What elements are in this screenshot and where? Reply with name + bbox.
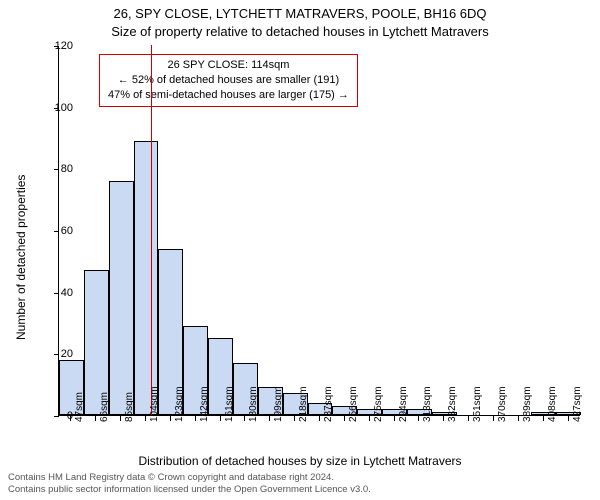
x-tick-label: 66sqm [99,392,110,422]
x-tick-label: 47sqm [74,392,85,422]
y-tick-label: 60 [43,225,73,237]
x-tick-mark [145,416,146,421]
x-tick-label: 161sqm [224,386,235,422]
y-tick-label: 80 [43,163,73,175]
x-tick-label: 427sqm [572,386,583,422]
x-tick-mark [493,416,494,421]
footer-line1: Contains HM Land Registry data © Crown c… [8,472,371,484]
chart-title-line1: 26, SPY CLOSE, LYTCHETT MATRAVERS, POOLE… [0,6,600,21]
x-tick-mark [120,416,121,421]
x-tick-label: 275sqm [373,386,384,422]
x-tick-label: 313sqm [422,386,433,422]
x-tick-label: 199sqm [273,386,284,422]
x-tick-label: 370sqm [497,386,508,422]
x-tick-mark [269,416,270,421]
x-tick-mark [418,416,419,421]
x-tick-label: 294sqm [398,386,409,422]
x-tick-mark [443,416,444,421]
x-tick-label: 123sqm [174,386,185,422]
plot-area: 26 SPY CLOSE: 114sqm ← 52% of detached h… [58,46,580,416]
histogram-bar [134,141,159,415]
x-tick-mark [369,416,370,421]
x-tick-mark [70,416,71,421]
x-tick-label: 218sqm [298,386,309,422]
x-tick-label: 389sqm [522,386,533,422]
annotation-line3: 47% of semi-detached houses are larger (… [108,88,349,103]
x-tick-label: 408sqm [547,386,558,422]
x-tick-mark [468,416,469,421]
annotation-line2: ← 52% of detached houses are smaller (19… [108,73,349,88]
footer-text: Contains HM Land Registry data © Crown c… [8,472,371,496]
histogram-bar [109,181,134,415]
x-tick-mark [394,416,395,421]
x-tick-label: 332sqm [447,386,458,422]
y-tick-label: 120 [43,40,73,52]
annotation-box: 26 SPY CLOSE: 114sqm ← 52% of detached h… [99,54,358,107]
x-tick-mark [294,416,295,421]
x-tick-label: 142sqm [199,386,210,422]
footer-line2: Contains public sector information licen… [8,484,371,496]
marker-line [151,45,152,415]
x-tick-mark [543,416,544,421]
y-tick-label: 20 [43,348,73,360]
x-tick-mark [518,416,519,421]
x-tick-label: 237sqm [323,386,334,422]
x-tick-mark [220,416,221,421]
x-tick-label: 351sqm [472,386,483,422]
y-axis-label: Number of detached properties [14,175,28,340]
x-tick-label: 104sqm [149,386,160,422]
annotation-line1: 26 SPY CLOSE: 114sqm [108,58,349,73]
x-tick-mark [344,416,345,421]
x-tick-mark [568,416,569,421]
x-tick-mark [95,416,96,421]
x-tick-mark [244,416,245,421]
x-tick-label: 256sqm [348,386,359,422]
y-tick-label: 40 [43,287,73,299]
x-tick-label: 180sqm [248,386,259,422]
x-tick-mark [195,416,196,421]
chart-title-line2: Size of property relative to detached ho… [0,24,600,39]
x-tick-label: 85sqm [124,392,135,422]
x-axis-label: Distribution of detached houses by size … [0,454,600,468]
y-tick-label: 0 [43,410,73,422]
x-tick-mark [170,416,171,421]
y-tick-label: 100 [43,102,73,114]
x-tick-mark [319,416,320,421]
